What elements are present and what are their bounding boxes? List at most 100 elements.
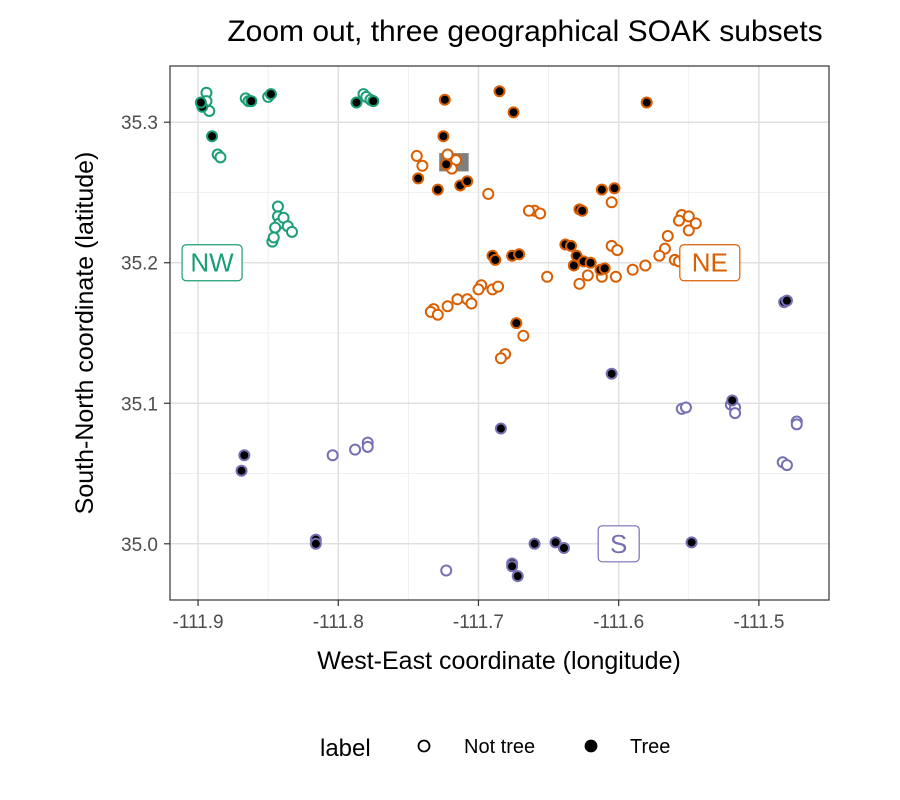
point-tree-ne	[493, 85, 506, 98]
point-not-tree-ne	[482, 187, 495, 200]
x-tick-label: -111.5	[733, 612, 784, 633]
point-not-tree-s	[349, 443, 362, 456]
point-tree-nw	[206, 130, 219, 143]
point-tree-s	[238, 449, 251, 462]
legend: label Not tree Tree	[320, 735, 670, 762]
point-not-tree-ne	[661, 230, 674, 243]
point-tree-ne	[412, 172, 425, 185]
point-not-tree-s	[790, 418, 803, 431]
point-not-tree-nw	[271, 200, 284, 213]
point-tree-ne	[461, 175, 474, 188]
point-not-tree-nw	[269, 221, 282, 234]
point-tree-ne	[640, 96, 653, 109]
point-not-tree-ne	[653, 249, 666, 262]
region-label-nw: NW	[181, 244, 243, 282]
point-tree-ne	[576, 204, 589, 217]
point-tree-ne	[437, 130, 450, 143]
point-not-tree-ne	[672, 214, 685, 227]
point-not-tree-ne	[639, 259, 652, 272]
point-tree-ne	[438, 93, 451, 106]
point-tree-ne	[510, 317, 523, 330]
x-tick-label: -111.6	[593, 612, 644, 633]
y-axis-title: South-North coordinate (latitude)	[71, 152, 99, 515]
x-tick-label: -111.8	[313, 612, 364, 633]
point-tree-ne	[595, 183, 608, 196]
point-not-tree-ne	[465, 297, 478, 310]
point-not-tree-ne	[517, 329, 530, 342]
point-tree-nw	[245, 95, 258, 108]
data-points	[194, 85, 803, 583]
point-not-tree-ne	[534, 207, 547, 220]
point-tree-s	[780, 294, 793, 307]
region-labels: NW NE S	[181, 244, 741, 563]
point-not-tree-ne	[573, 277, 586, 290]
point-not-tree-nw	[267, 231, 280, 244]
point-tree-s	[605, 367, 618, 380]
point-not-tree-ne	[626, 263, 639, 276]
point-not-tree-ne	[689, 217, 702, 230]
point-not-tree-ne	[492, 280, 505, 293]
point-tree-ne	[598, 262, 611, 275]
point-not-tree-nw	[214, 151, 227, 164]
point-not-tree-ne	[605, 196, 618, 209]
point-not-tree-s	[361, 440, 374, 453]
region-label-box	[181, 244, 243, 282]
point-not-tree-ne	[682, 210, 695, 223]
point-tree-ne	[513, 248, 526, 261]
point-not-tree-ne	[522, 204, 535, 217]
panel-border	[169, 65, 830, 601]
x-tick-label: -111.7	[453, 612, 504, 633]
legend-key-not-tree	[417, 739, 431, 753]
point-tree-ne	[584, 256, 597, 269]
point-not-tree-ne	[581, 269, 594, 282]
point-not-tree-ne	[441, 300, 454, 313]
point-tree-nw	[194, 96, 207, 109]
point-not-tree-s	[780, 459, 793, 472]
point-not-tree-s	[440, 564, 453, 577]
legend-key-tree	[584, 739, 598, 753]
point-tree-s	[685, 536, 698, 549]
point-tree-s	[309, 537, 322, 550]
point-tree-ne	[507, 106, 520, 119]
point-tree-nw	[264, 88, 277, 101]
point-tree-s	[235, 464, 248, 477]
point-tree-s	[511, 570, 524, 583]
region-label-text: NE	[692, 248, 728, 278]
point-not-tree-ne	[609, 270, 622, 283]
point-not-tree-nw	[285, 225, 298, 238]
legend-title: label	[320, 735, 371, 762]
region-label-s: S	[597, 525, 640, 563]
point-tree-s	[557, 542, 570, 555]
chart-title: Zoom out, three geographical SOAK subset…	[227, 15, 822, 48]
region-label-ne: NE	[679, 244, 741, 282]
y-tick-label: 35.0	[121, 535, 158, 556]
point-not-tree-s	[679, 401, 692, 414]
point-tree-s	[494, 422, 507, 435]
point-not-tree-ne	[494, 352, 507, 365]
point-tree-nw	[350, 96, 363, 109]
point-tree-ne	[440, 158, 453, 171]
point-tree-ne	[567, 259, 580, 272]
point-tree-s	[726, 394, 739, 407]
point-tree-s	[549, 536, 562, 549]
point-tree-nw	[367, 95, 380, 108]
legend-label-tree: Tree	[630, 736, 670, 758]
point-tree-ne	[608, 182, 621, 195]
point-not-tree-ne	[682, 224, 695, 237]
point-not-tree-ne	[472, 283, 485, 296]
y-tick-label: 35.2	[121, 254, 158, 275]
legend-label-not-tree: Not tree	[464, 736, 535, 758]
y-tick-label: 35.3	[121, 113, 158, 134]
point-not-tree-ne	[611, 244, 624, 257]
plot-panel: NW NE S	[169, 65, 830, 601]
point-tree-s	[506, 560, 519, 573]
region-label-box	[679, 244, 741, 282]
x-axis: -111.9 -111.8 -111.7 -111.6 -111.5	[173, 600, 784, 633]
region-label-box	[597, 525, 640, 563]
y-axis: 35.0 35.1 35.2 35.3	[121, 113, 170, 556]
point-tree-s	[528, 537, 541, 550]
point-tree-ne	[565, 239, 578, 252]
x-axis-title: West-East coordinate (longitude)	[317, 647, 681, 675]
point-not-tree-s	[326, 449, 339, 462]
